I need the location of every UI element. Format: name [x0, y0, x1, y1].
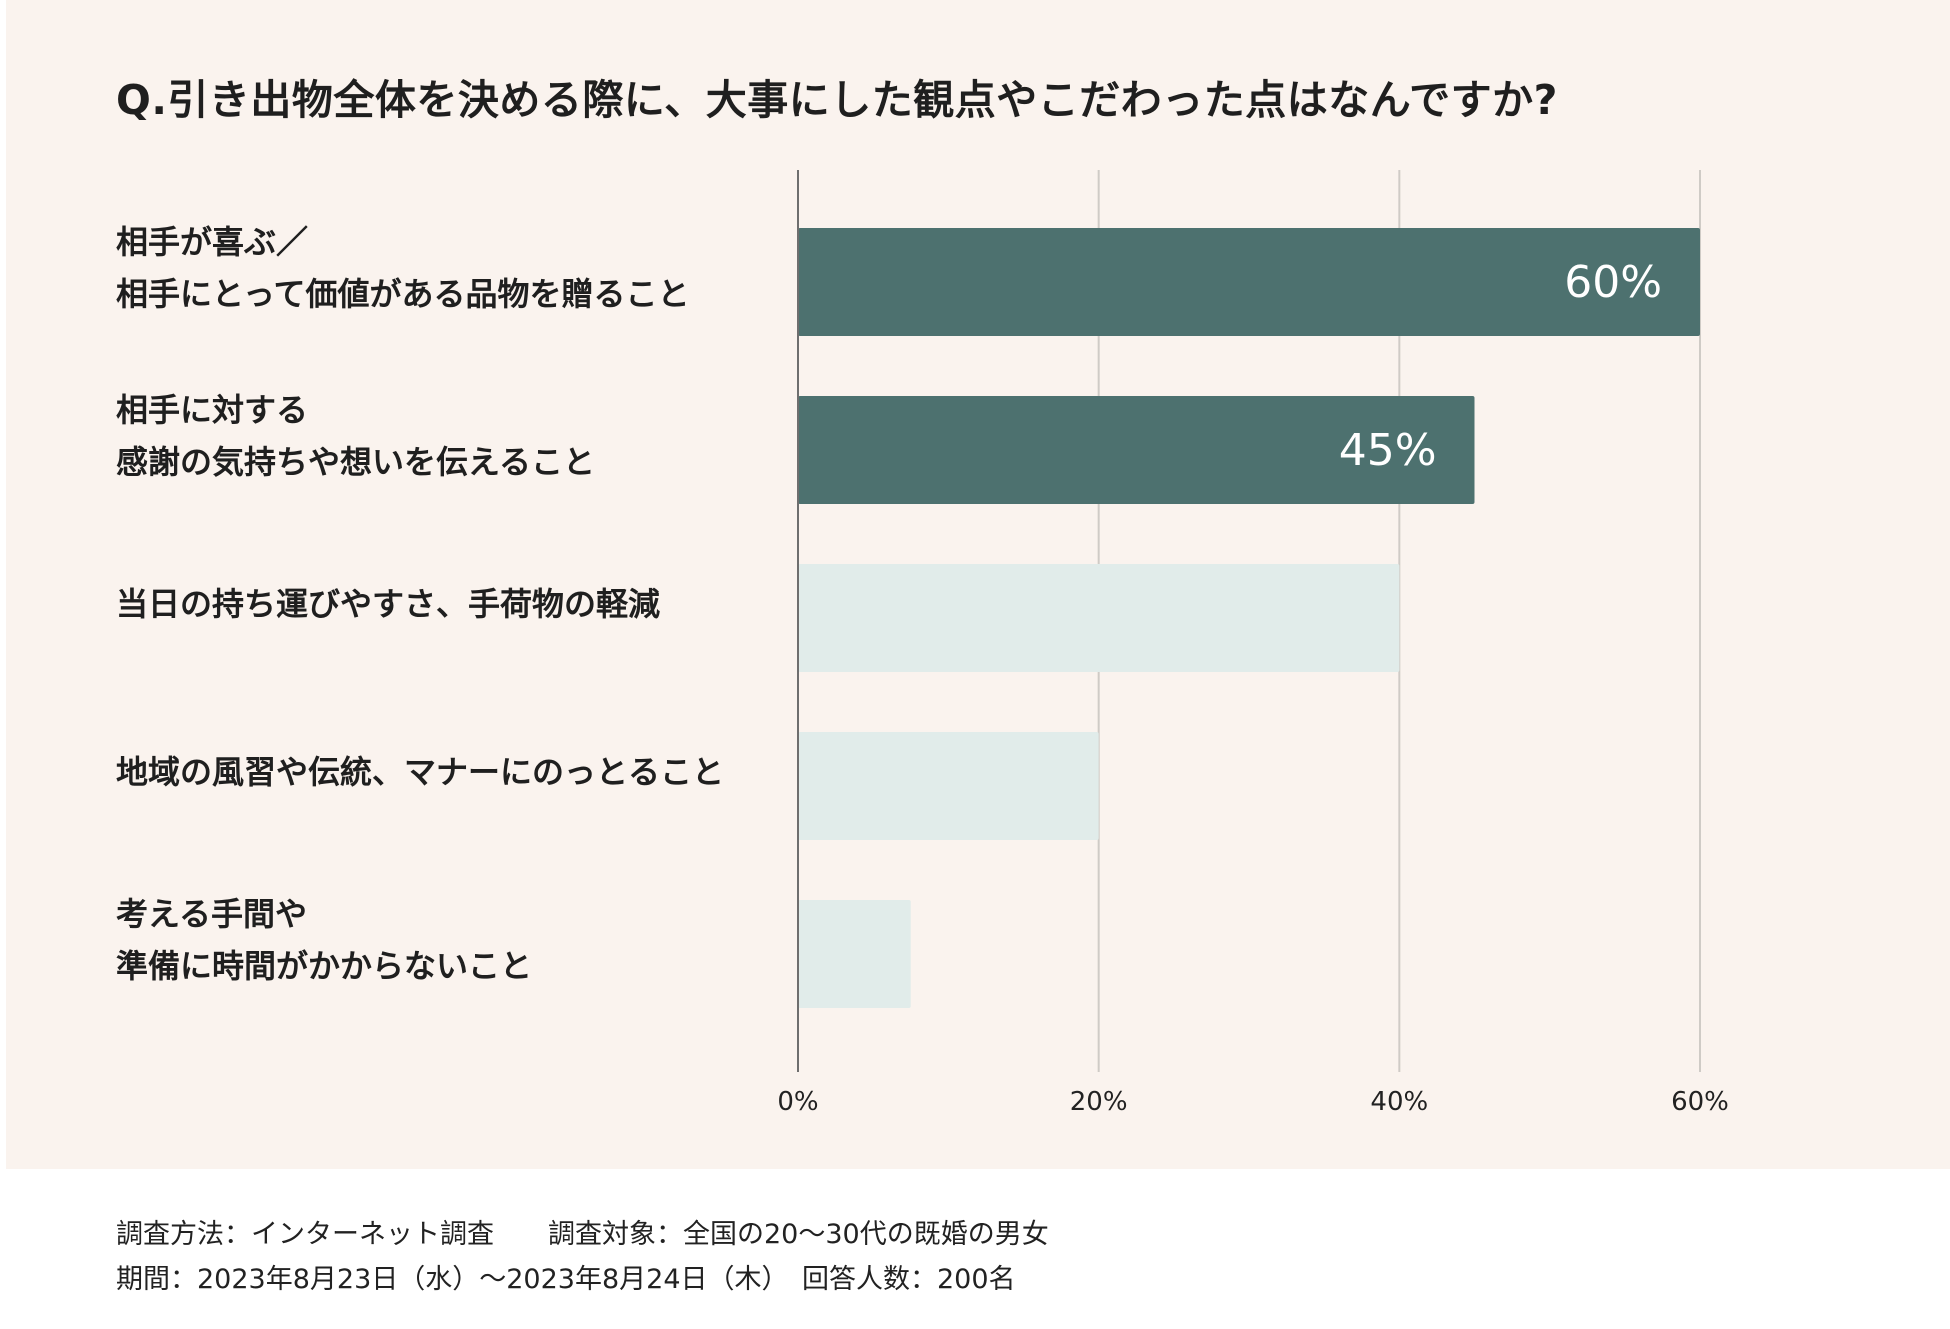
- footer-survey-method: 調査方法：インターネット調査 調査対象：全国の20～30代の既婚の男女: [116, 1219, 1049, 1250]
- category-label-line: 相手が喜ぶ／: [116, 223, 309, 261]
- category-label-line: 当日の持ち運びやすさ、手荷物の軽減: [116, 585, 661, 623]
- bar-1: [798, 228, 1700, 336]
- chart-title: Q.引き出物全体を決める際に、大事にした観点やこだわった点はなんですか?: [116, 76, 1558, 124]
- tick-label-0%: 0%: [777, 1087, 818, 1117]
- category-label-line: 相手に対する: [116, 391, 309, 429]
- bar-chart: 60% 45% 0% 20% 40% 60%: [777, 170, 1729, 1117]
- bar-3: [798, 564, 1400, 672]
- category-label-line: 地域の風習や伝統、マナーにのっとること: [116, 753, 725, 791]
- bar-4: [798, 732, 1099, 840]
- category-label-line: 考える手間や: [116, 895, 308, 933]
- category-label-line: 準備に時間がかからないこと: [116, 947, 533, 985]
- bar-5: [798, 900, 911, 1008]
- category-label-1: 相手が喜ぶ／ 相手にとって価値がある品物を贈ること: [116, 216, 689, 320]
- category-label-line: 相手にとって価値がある品物を贈ること: [116, 275, 690, 313]
- footer-survey-period: 期間：2023年8月23日（水）～2023年8月24日（木） 回答人数：200名: [116, 1264, 1016, 1295]
- category-label-3: 当日の持ち運びやすさ、手荷物の軽減: [116, 578, 660, 630]
- data-label-2: 45%: [1339, 425, 1437, 476]
- category-label-4: 地域の風習や伝統、マナーにのっとること: [116, 746, 724, 798]
- category-label-5: 考える手間や準備に時間がかからないこと: [116, 888, 532, 992]
- bar-2: [798, 396, 1475, 504]
- tick-label-40%: 40%: [1370, 1087, 1428, 1117]
- data-label-1: 60%: [1564, 257, 1662, 308]
- category-label-line: 感謝の気持ちや想いを伝えること: [116, 443, 596, 481]
- category-label-2: 相手に対する感謝の気持ちや想いを伝えること: [116, 384, 595, 488]
- tick-label-20%: 20%: [1070, 1087, 1128, 1117]
- tick-label-60%: 60%: [1671, 1087, 1729, 1117]
